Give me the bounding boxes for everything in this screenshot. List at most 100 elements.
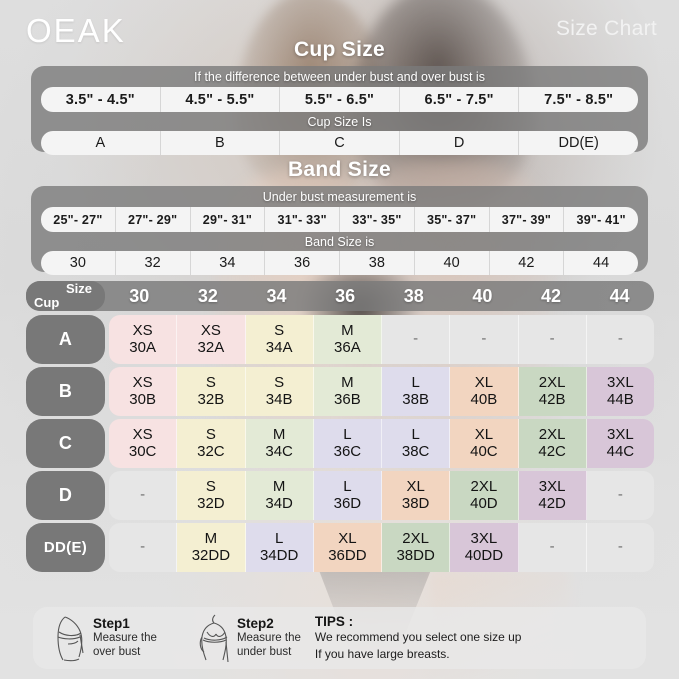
matrix-cell: XL 36DD	[313, 523, 382, 572]
matrix-corner-label: Size Cup	[26, 281, 105, 311]
footer-tips-title: TIPS :	[314, 614, 354, 630]
matrix-col-header: 30	[129, 285, 150, 306]
matrix-cell-code: 36DD	[328, 546, 367, 564]
cup-range-cell: 5.5" - 6.5"	[280, 87, 400, 112]
matrix-cell-code: 38DD	[396, 546, 435, 564]
matrix-cell: 2XL 38DD	[382, 523, 451, 572]
matrix-cell: XS 30A	[109, 315, 178, 364]
matrix-cell-empty: -	[140, 486, 146, 504]
matrix-cell: XS 30C	[109, 419, 178, 468]
matrix-cell-empty: -	[549, 330, 555, 348]
band-caption-mid: Band Size is	[304, 235, 375, 249]
matrix-cell-code: 30B	[129, 390, 156, 408]
band-value-cell: 36	[265, 251, 340, 275]
matrix-cell-code: 32D	[197, 494, 225, 512]
footer-step2-line2: under bust	[236, 645, 292, 658]
matrix-cell: 2XL 40D	[450, 471, 519, 520]
matrix-cell-size: 3XL	[470, 530, 498, 548]
matrix-row-label: B	[26, 367, 105, 416]
matrix-cell: XL 40C	[450, 419, 519, 468]
matrix-cell-size: L	[343, 478, 352, 496]
matrix-cell: L 36C	[313, 419, 382, 468]
matrix-cell: L 38C	[382, 419, 451, 468]
matrix-col-header: 34	[266, 285, 287, 306]
cup-value-cell: A	[41, 131, 161, 155]
matrix-cell-code: 32A	[197, 338, 225, 356]
footer-tips: TIPS : We recommend you select one size …	[315, 614, 522, 661]
matrix-cell-code: 30C	[128, 442, 157, 460]
matrix-row-cells: - M 32DD L 34DD XL 36DD 2XL 38DD 3XL 40DD - -	[109, 523, 654, 572]
matrix-cell: L 36D	[313, 471, 382, 520]
footer-step1-text: Step1 Measure the over bust	[93, 616, 157, 659]
matrix-row: B XS 30B S 32B S 34B M 36B L 38B XL 40B 2XL 42B 3XL 44B	[26, 367, 654, 416]
band-value-cell: 44	[564, 251, 638, 275]
matrix-cell: -	[518, 315, 587, 364]
matrix-cell: 3XL 42D	[518, 471, 587, 520]
matrix-cell: M 36A	[313, 315, 382, 364]
matrix-cell: XS 30B	[109, 367, 178, 416]
matrix-cell: M 34C	[245, 419, 314, 468]
matrix-cell-size: M	[272, 478, 286, 496]
footer-step1-title: Step1	[93, 616, 130, 632]
matrix-cell-size: S	[205, 374, 216, 392]
footer-step2-title: Step2	[236, 616, 274, 632]
matrix-cell-code: 44B	[607, 390, 634, 408]
matrix-cell-size: L	[343, 426, 352, 444]
footer-step2: Step2 Measure the under bust	[193, 612, 301, 664]
matrix-cell: -	[450, 315, 519, 364]
matrix-cell: 3XL 40DD	[450, 523, 519, 572]
matrix-cell-code: 40DD	[464, 546, 504, 564]
matrix-cell-code: 34DD	[259, 546, 299, 564]
cup-range-cell: 6.5" - 7.5"	[399, 87, 520, 112]
matrix-cell-code: 44C	[606, 442, 635, 460]
matrix-cell: M 36B	[313, 367, 382, 416]
matrix-cell: -	[586, 315, 654, 364]
matrix-cell: L 38B	[382, 367, 451, 416]
cup-value-cell: DD(E)	[519, 131, 638, 155]
band-range-cell: 33"- 35"	[340, 207, 415, 232]
matrix-cell-size: L	[411, 426, 420, 444]
matrix-cell-empty: -	[617, 330, 623, 348]
matrix-cell-size: 2XL	[538, 426, 566, 444]
matrix-cell-empty: -	[413, 330, 419, 348]
matrix-cell-code: 36D	[333, 494, 362, 512]
matrix-cell-code: 32DD	[191, 546, 231, 564]
cup-range-cell: 4.5" - 5.5"	[160, 87, 281, 112]
matrix-col-header: 36	[335, 285, 356, 306]
cup-size-panel: If the difference between under bust and…	[31, 66, 648, 155]
matrix-cell: -	[586, 523, 654, 572]
band-size-panel: Under bust measurement is 25"- 27" 27"- …	[31, 186, 648, 275]
band-range-cell: 37"- 39"	[489, 207, 565, 232]
matrix-cell-code: 38C	[401, 442, 430, 460]
matrix-cell-size: XS	[132, 322, 153, 340]
cup-range-cell: 3.5" - 4.5"	[41, 87, 161, 112]
matrix-cell: 3XL 44C	[586, 419, 654, 468]
matrix-cell-empty: -	[617, 486, 623, 504]
matrix-cell-empty: -	[140, 538, 146, 556]
matrix-row: A XS 30A XS 32A S 34A M 36A - - - -	[26, 315, 654, 364]
matrix-cell-size: XS	[200, 322, 221, 340]
cup-range-cell: 7.5" - 8.5"	[519, 87, 638, 112]
band-value-cell: 38	[340, 251, 415, 275]
matrix-row: DD(E) - M 32DD L 34DD XL 36DD 2XL 38DD 3XL 40DD - -	[26, 523, 654, 572]
band-size-heading: Band Size	[287, 158, 392, 181]
cup-value-cell: D	[399, 131, 520, 155]
matrix-cell-size: S	[274, 322, 285, 340]
band-range-cell: 29"- 31"	[190, 207, 266, 232]
matrix-cell: M 34D	[245, 471, 314, 520]
matrix-cell-size: L	[274, 530, 284, 548]
footer-tips-line1: We recommend you select one size up	[314, 630, 522, 645]
matrix-cell: -	[586, 471, 654, 520]
matrix-row-label: DD(E)	[26, 523, 105, 572]
cup-value-row: A B C D DD(E)	[41, 131, 638, 155]
matrix-col-header: 38	[403, 285, 424, 306]
matrix-cell-size: 3XL	[607, 374, 634, 392]
matrix-cell-code: 42B	[538, 390, 566, 408]
matrix-cell-code: 42D	[538, 494, 566, 512]
matrix-cell: -	[109, 471, 178, 520]
matrix-cell: S 32C	[177, 419, 246, 468]
matrix-cell-code: 36A	[334, 338, 361, 356]
matrix-cell-size: XL	[474, 374, 494, 392]
band-value-cell: 40	[414, 251, 490, 275]
